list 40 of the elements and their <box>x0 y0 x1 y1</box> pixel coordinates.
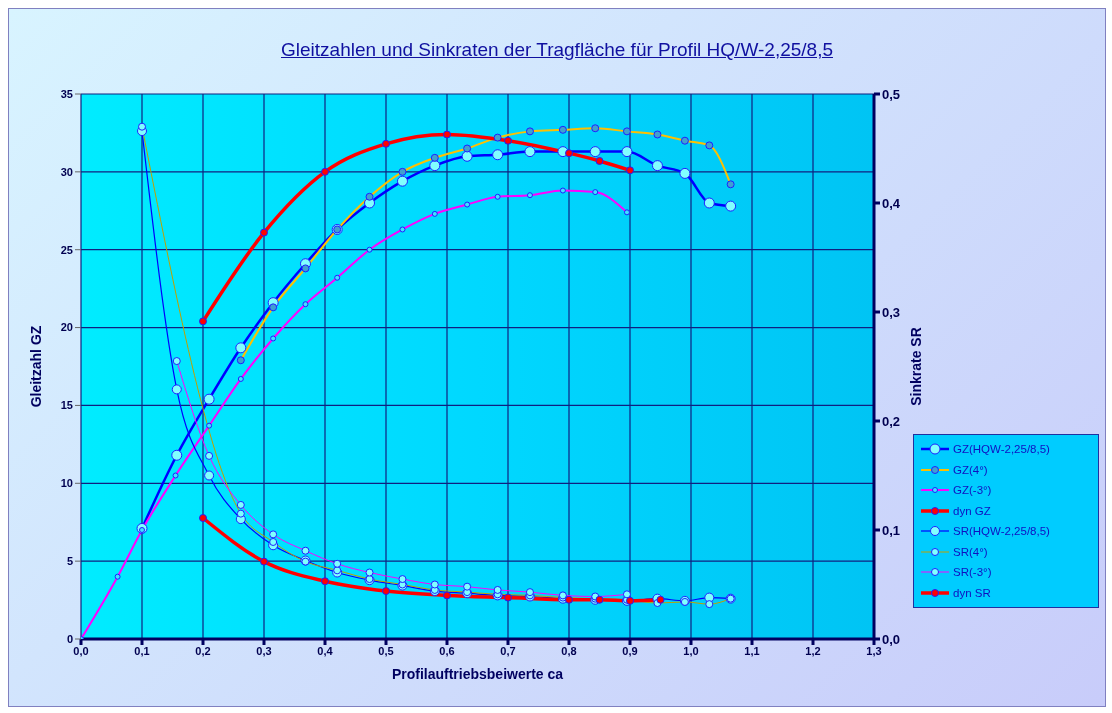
y-tick-label: 5 <box>66 555 73 568</box>
y-tick-label: 15 <box>60 399 73 412</box>
y-tick-label: 35 <box>60 87 73 100</box>
x-tick-label: 0,1 <box>134 644 150 657</box>
x-tick-label: 0,9 <box>622 644 638 657</box>
x-tick-label: 0,2 <box>195 644 211 657</box>
x-tick-label: 0,0 <box>73 644 89 657</box>
legend-label: dyn SR <box>953 586 991 599</box>
x-tick-label: 1,3 <box>866 644 882 657</box>
x-tick-label: 1,0 <box>683 644 699 657</box>
y-tick-label: 25 <box>60 243 73 256</box>
y-tick-label: 20 <box>60 321 73 334</box>
x-tick-label: 0,7 <box>500 644 516 657</box>
x-axis-title: Profilauftriebsbeiwerte ca <box>391 666 564 682</box>
y-tick-label: 10 <box>60 477 73 490</box>
legend-label: dyn GZ <box>953 504 991 517</box>
legend-label: GZ(-3°) <box>953 484 992 497</box>
y2-tick-label: 0,4 <box>882 195 901 211</box>
y2-tick-label: 0,2 <box>882 413 901 429</box>
legend-label: SR(4°) <box>953 545 988 558</box>
y2-tick-label: 0,5 <box>882 86 901 102</box>
x-tick-label: 0,4 <box>317 644 334 657</box>
x-tick-label: 0,6 <box>439 644 455 657</box>
x-tick-label: 0,3 <box>256 644 272 657</box>
chart-title: Gleitzahlen und Sinkraten der Tragfläche für Profil HQ/W-2,25/8,5 <box>280 39 834 61</box>
x-tick-label: 0,8 <box>561 644 577 657</box>
y2-tick-label: 0,0 <box>882 631 901 647</box>
y2-tick-label: 0,1 <box>882 522 901 538</box>
y-axis-title: Gleitzahl GZ <box>27 325 44 408</box>
y2-tick-label: 0,3 <box>882 304 901 320</box>
x-tick-label: 1,1 <box>744 644 760 657</box>
y2-axis-title: Sinkrate SR <box>907 327 924 406</box>
legend-label: GZ(HQW-2,25/8,5) <box>953 443 1050 456</box>
x-tick-label: 0,5 <box>378 644 394 657</box>
legend-label: SR(HQW-2,25/8,5) <box>953 525 1050 538</box>
legend-label: GZ(4°) <box>953 463 988 476</box>
x-tick-label: 1,2 <box>805 644 821 657</box>
y-tick-label: 30 <box>60 165 73 178</box>
y-tick-label: 0 <box>66 632 73 645</box>
legend-label: SR(-3°) <box>953 566 992 579</box>
